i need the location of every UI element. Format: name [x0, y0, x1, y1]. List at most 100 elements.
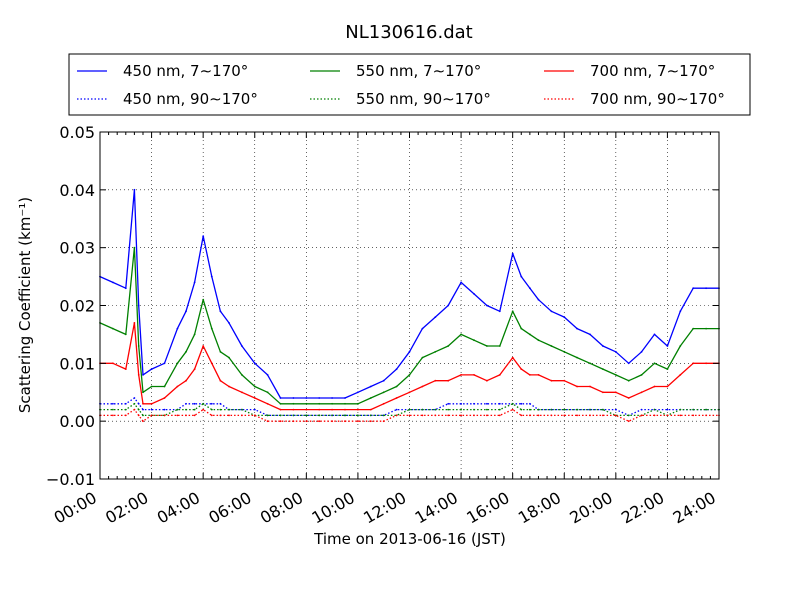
data-point — [511, 310, 514, 313]
data-point — [112, 414, 114, 417]
data-point — [529, 408, 531, 411]
data-point — [369, 397, 372, 399]
data-point — [112, 402, 114, 405]
x-axis-title: Time on 2013-06-16 (JST) — [313, 530, 506, 548]
data-point — [486, 408, 488, 411]
x-tick-label: 24:00 — [670, 488, 719, 528]
data-point — [266, 414, 269, 417]
data-point — [705, 327, 707, 330]
data-point — [292, 420, 295, 423]
data-point — [124, 368, 127, 370]
data-point — [305, 420, 308, 423]
data-point — [185, 350, 187, 353]
legend: 450 nm, 7∼170° 550 nm, 7∼170° 700 nm, 7∼17… — [68, 53, 751, 116]
data-point — [228, 408, 230, 411]
legend-label: 700 nm, 7∼170° — [590, 62, 715, 80]
data-point — [486, 345, 488, 347]
data-point — [679, 414, 682, 417]
data-point — [305, 414, 308, 417]
data-point — [210, 402, 213, 405]
data-point — [133, 246, 136, 249]
data-point — [193, 402, 196, 405]
data-point — [253, 362, 256, 365]
data-point — [692, 327, 695, 330]
series-layer — [99, 188, 720, 423]
legend-label: 550 nm, 7∼170° — [356, 62, 481, 80]
data-point — [163, 414, 166, 417]
data-point — [124, 287, 127, 290]
data-point — [529, 402, 531, 405]
data-point — [563, 316, 566, 318]
data-point — [666, 368, 669, 370]
data-point — [142, 414, 144, 417]
data-point — [142, 391, 144, 394]
data-point — [305, 397, 308, 399]
data-point — [292, 408, 295, 411]
data-point — [408, 350, 411, 353]
data-point — [653, 385, 656, 388]
data-point — [460, 402, 462, 405]
data-point — [705, 408, 707, 411]
data-point — [614, 374, 617, 376]
data-point — [520, 327, 523, 330]
data-point — [150, 402, 153, 405]
data-point — [563, 414, 566, 417]
data-point — [241, 345, 243, 347]
data-point — [357, 420, 359, 423]
data-point — [529, 333, 531, 336]
data-point — [279, 420, 282, 423]
data-point — [498, 408, 501, 411]
data-point — [344, 397, 346, 399]
data-point — [150, 408, 153, 411]
series-5 — [99, 408, 720, 423]
data-point — [266, 391, 269, 394]
data-point — [421, 385, 424, 388]
data-point — [279, 397, 282, 399]
data-point — [266, 420, 269, 423]
data-point — [163, 397, 166, 399]
data-point — [529, 414, 531, 417]
legend-label: 450 nm, 90∼170° — [123, 90, 258, 108]
data-point — [219, 310, 222, 313]
data-point — [210, 408, 213, 411]
series-line — [99, 247, 719, 405]
data-point — [219, 350, 222, 353]
data-point — [421, 414, 424, 417]
data-point — [653, 362, 656, 365]
data-point — [382, 391, 385, 394]
data-point — [241, 408, 243, 411]
data-point — [202, 402, 205, 405]
data-point — [679, 345, 682, 347]
data-point — [112, 408, 114, 411]
data-point — [692, 362, 695, 365]
data-point — [589, 362, 591, 365]
data-point — [473, 402, 475, 405]
data-point — [133, 408, 136, 411]
data-point — [202, 345, 205, 347]
data-point — [382, 379, 385, 382]
x-tick-label: 20:00 — [566, 488, 615, 528]
data-point — [692, 287, 695, 290]
data-point — [576, 385, 578, 388]
data-point — [589, 408, 591, 411]
data-point — [627, 362, 630, 365]
data-point — [344, 414, 346, 417]
data-point — [408, 414, 411, 417]
data-point — [640, 391, 643, 394]
x-tick-label: 12:00 — [360, 488, 409, 528]
data-point — [434, 350, 437, 353]
data-point — [357, 402, 359, 405]
data-point — [679, 374, 682, 376]
data-point — [193, 408, 196, 411]
data-point — [176, 362, 179, 365]
series-line — [100, 408, 719, 422]
data-point — [150, 368, 153, 370]
data-point — [133, 402, 136, 405]
data-point — [602, 414, 604, 417]
data-point — [185, 402, 187, 405]
data-point — [331, 397, 333, 399]
data-point — [666, 345, 669, 347]
y-tick-label: −0.01 — [46, 470, 95, 489]
data-point — [408, 408, 411, 411]
data-point — [537, 374, 540, 376]
